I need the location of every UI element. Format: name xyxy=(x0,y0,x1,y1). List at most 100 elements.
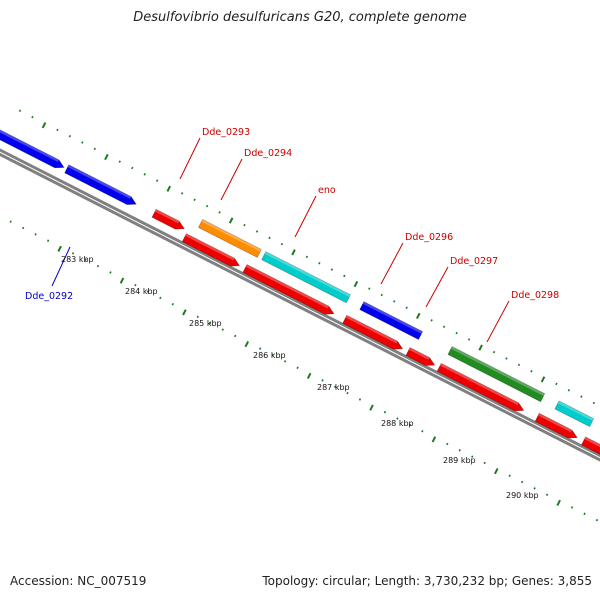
ruler-dot xyxy=(196,315,199,319)
feature-shape[interactable] xyxy=(151,208,186,232)
gene-label-dde_0298[interactable]: Dde_0298 xyxy=(511,290,559,301)
ruler-dot xyxy=(84,258,87,261)
ruler-dot xyxy=(171,302,175,306)
feature-shape[interactable] xyxy=(436,362,526,414)
feature-shape[interactable] xyxy=(0,119,66,171)
ruler-dot xyxy=(118,160,121,163)
gene-feature-cds[interactable] xyxy=(436,362,526,414)
ruler-dot xyxy=(209,322,212,325)
ruler-dot xyxy=(56,128,59,132)
ruler-dot xyxy=(530,369,533,373)
dotted-ruler-lines xyxy=(9,109,599,522)
ruler-dot xyxy=(291,249,296,256)
feature-highlight xyxy=(450,346,545,396)
gene-feature-dde_0296[interactable] xyxy=(359,301,424,340)
gene-label-dde_0293[interactable]: Dde_0293 xyxy=(202,127,250,138)
tick-label: 284 kbp xyxy=(125,287,158,296)
gene-feature-cds[interactable] xyxy=(534,412,579,441)
ruler-dot xyxy=(268,236,271,240)
ruler-dot xyxy=(321,379,324,382)
ruler-dot xyxy=(34,233,37,236)
feature-shape[interactable] xyxy=(534,412,579,441)
ruler-dot xyxy=(134,283,137,287)
gene-feature-eno[interactable] xyxy=(261,251,351,304)
feature-shape[interactable] xyxy=(242,264,336,317)
ruler-dot xyxy=(146,290,150,293)
gene-label-dde_0296[interactable]: Dde_0296 xyxy=(405,232,453,243)
ruler-dot xyxy=(483,461,486,465)
ruler-dot xyxy=(234,334,237,338)
ruler-dot xyxy=(556,499,561,507)
ruler-dot xyxy=(228,217,234,224)
ruler-dot xyxy=(545,493,549,497)
backbone-line xyxy=(0,148,600,458)
ruler-dot xyxy=(368,287,371,290)
ruler-dot xyxy=(471,455,474,458)
gene-label-eno[interactable]: eno xyxy=(318,185,336,196)
ruler-dot xyxy=(306,372,312,379)
ruler-dot xyxy=(243,223,246,227)
gene-feature-cds[interactable] xyxy=(581,436,600,476)
feature-shape[interactable] xyxy=(405,347,437,370)
ruler-dot xyxy=(430,319,433,322)
ruler-dot xyxy=(416,312,421,319)
topology-summary: Topology: circular; Length: 3,730,232 bp… xyxy=(262,574,592,588)
feature-shape[interactable] xyxy=(359,301,424,340)
ruler-dot xyxy=(143,173,146,176)
feature-highlight xyxy=(264,251,351,297)
ruler-dot xyxy=(405,306,408,309)
ruler-dot xyxy=(583,512,586,516)
ruler-dot xyxy=(104,153,109,161)
ruler-dot xyxy=(71,252,75,255)
gene-feature-dde_0293[interactable] xyxy=(198,219,262,258)
ruler-dot xyxy=(383,410,387,414)
feature-shape[interactable] xyxy=(447,346,546,403)
gene-feature-cds[interactable] xyxy=(405,347,437,370)
ruler-dot xyxy=(446,442,449,446)
feature-highlight xyxy=(201,219,262,252)
ruler-dot xyxy=(421,429,424,433)
ruler-dot xyxy=(57,245,62,252)
gene-feature-cds[interactable] xyxy=(181,233,241,270)
gene-label-dde_0292[interactable]: Dde_0292 xyxy=(25,291,73,302)
gene-feature-dde_0292[interactable] xyxy=(64,164,139,208)
feature-shape[interactable] xyxy=(581,436,600,476)
gene-label-dde_0294[interactable]: Dde_0294 xyxy=(244,148,292,159)
feature-shape[interactable] xyxy=(342,314,405,353)
gene-feature-dde_0298[interactable] xyxy=(447,346,546,403)
ruler-dot xyxy=(31,115,34,119)
ruler-dot xyxy=(271,353,274,357)
ruler-dot xyxy=(353,280,359,288)
tick-label: 285 kbp xyxy=(189,319,222,328)
gene-features[interactable] xyxy=(0,119,600,476)
ruler-dot xyxy=(180,192,184,195)
ruler-dot xyxy=(380,293,383,297)
ruler-dot xyxy=(517,363,521,367)
ruler-dot xyxy=(508,474,511,477)
ruler-dot xyxy=(505,357,508,360)
gene-feature-cds[interactable] xyxy=(342,314,405,353)
feature-shape[interactable] xyxy=(64,164,139,208)
gene-feature-eno[interactable] xyxy=(554,400,595,428)
ruler-dot xyxy=(318,261,321,265)
gene-feature-cds[interactable] xyxy=(151,208,186,232)
feature-shape[interactable] xyxy=(198,219,262,258)
gene-feature-dde_0292[interactable] xyxy=(0,119,66,171)
ruler-dot xyxy=(9,220,12,223)
ruler-dot xyxy=(455,331,458,335)
gene-feature-cds[interactable] xyxy=(242,264,336,317)
ruler-dot xyxy=(494,468,499,475)
ruler-dot xyxy=(533,487,536,490)
gene-label-dde_0297[interactable]: Dde_0297 xyxy=(450,256,498,267)
ruler-dot xyxy=(442,325,446,329)
ruler-dot xyxy=(221,328,224,331)
label-leader-line xyxy=(486,300,510,343)
feature-shape[interactable] xyxy=(554,400,595,428)
feature-highlight xyxy=(584,436,600,467)
tick-label: 290 kbp xyxy=(506,491,539,500)
feature-shape[interactable] xyxy=(181,233,241,270)
ruler-dot xyxy=(408,423,412,427)
feature-shape[interactable] xyxy=(261,251,351,304)
